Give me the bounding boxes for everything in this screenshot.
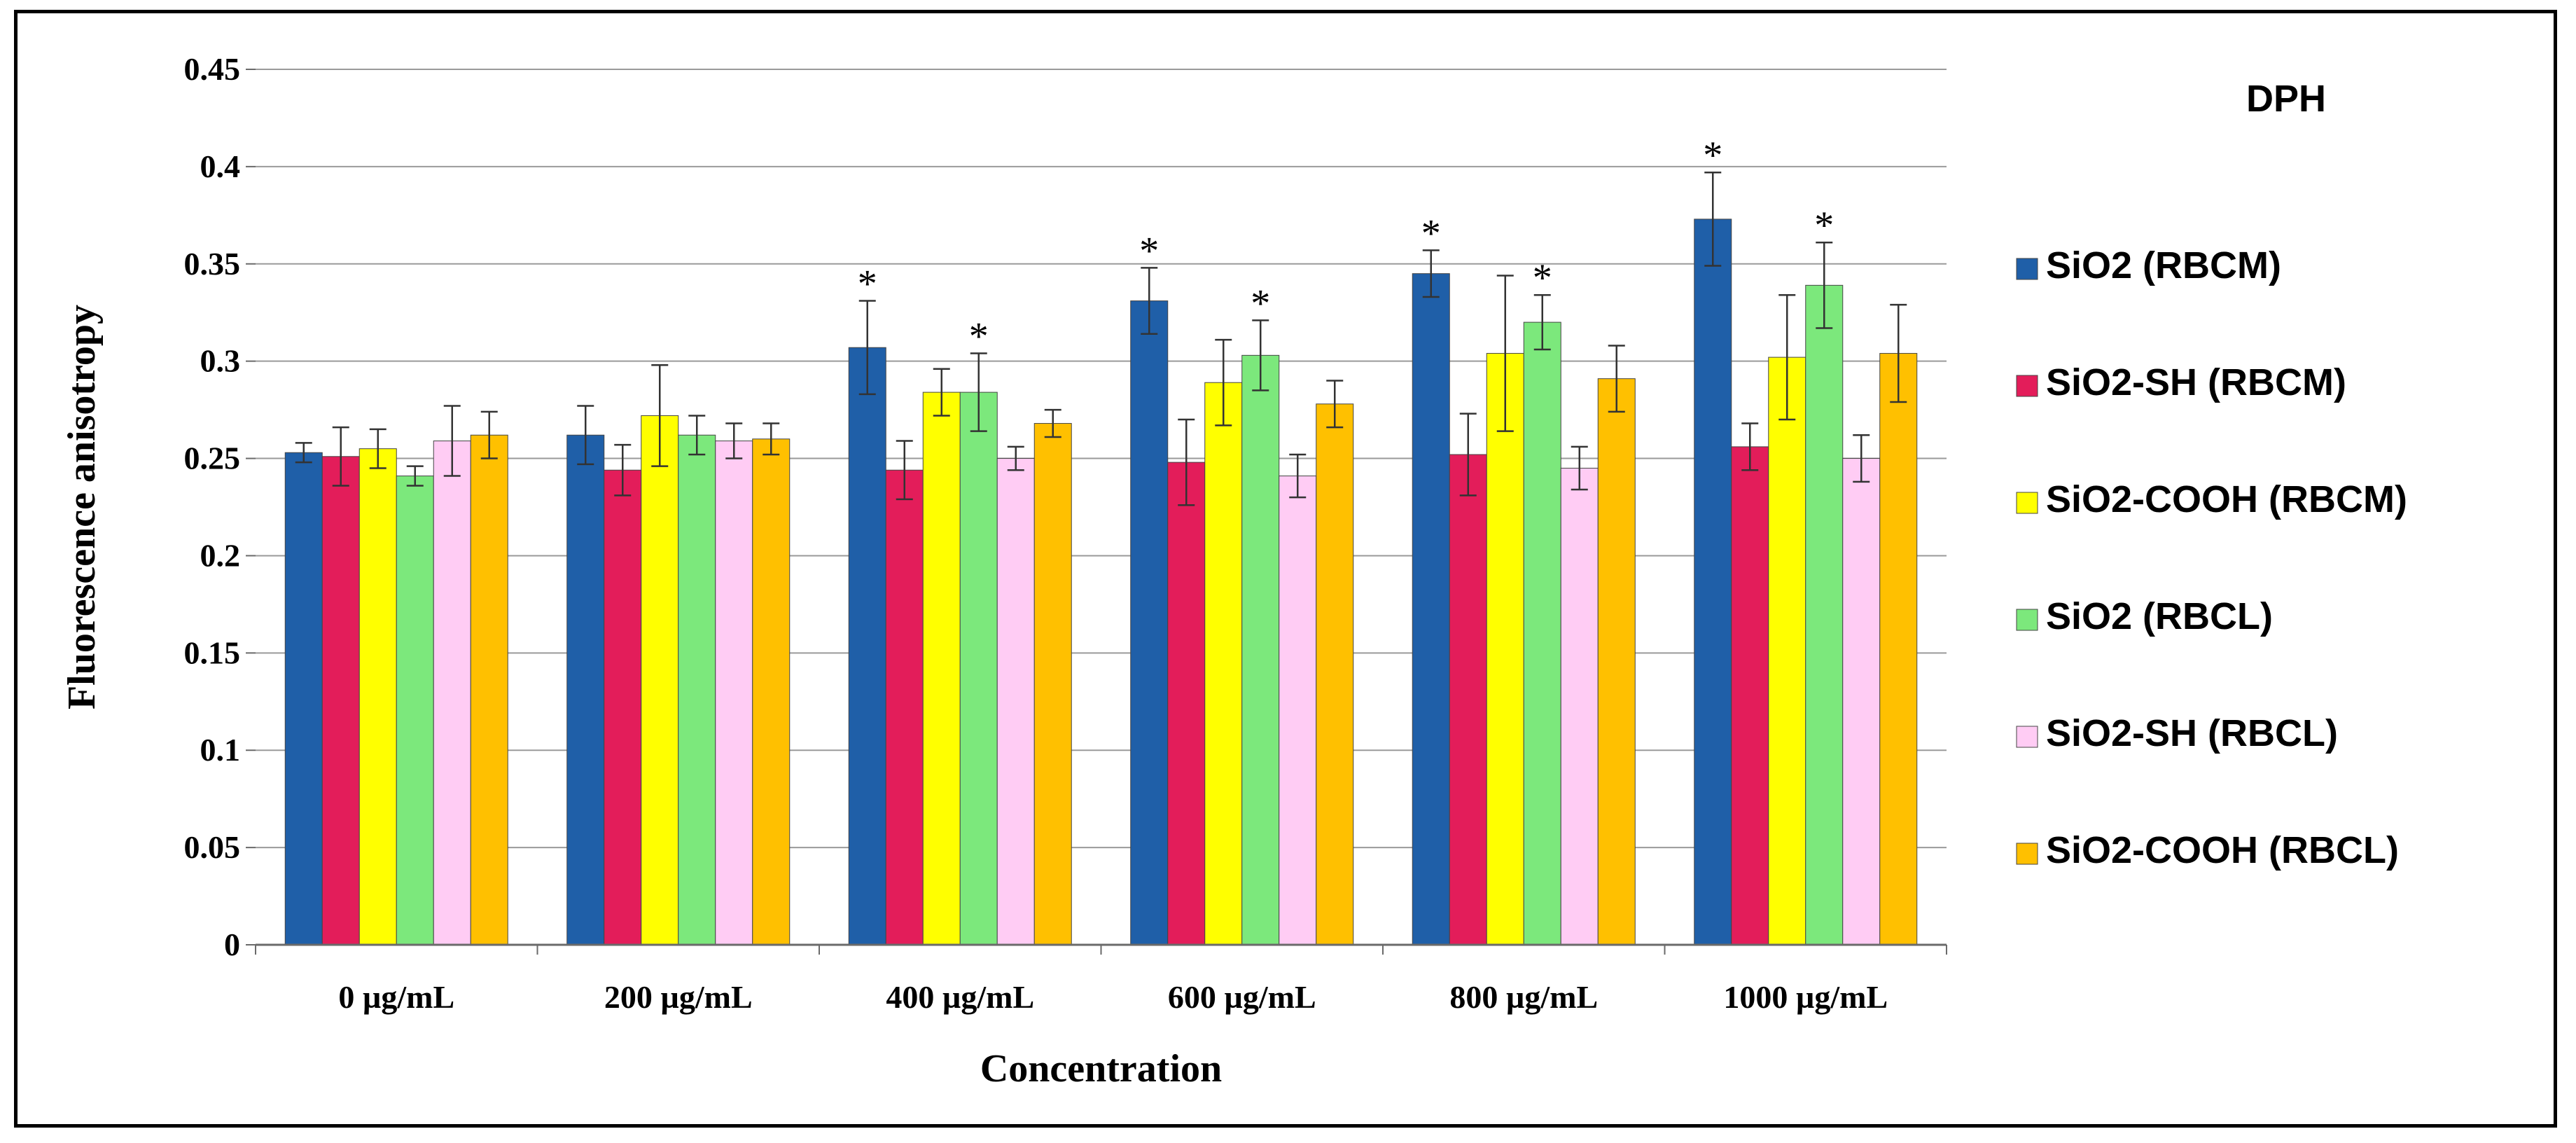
bar bbox=[1879, 353, 1918, 945]
bar bbox=[715, 441, 753, 945]
bar bbox=[1842, 458, 1881, 945]
bar bbox=[1560, 467, 1599, 945]
y-tick-label: 0.2 bbox=[200, 537, 241, 573]
bar bbox=[284, 452, 323, 945]
bar bbox=[1167, 462, 1206, 945]
bar bbox=[1768, 356, 1806, 945]
bar bbox=[566, 434, 605, 945]
bar bbox=[321, 456, 360, 945]
chart-frame: * * * * * * * * 0 0.05 0.1 0.15 0.2 0.25 0.3 0.35 0.4 0.… bbox=[14, 10, 2557, 1128]
legend-swatch bbox=[2016, 726, 2038, 748]
y-tick-label: 0.1 bbox=[200, 732, 241, 768]
bar bbox=[922, 392, 961, 945]
legend-swatch bbox=[2016, 609, 2038, 631]
x-tick-label: 800 µg/mL bbox=[1449, 979, 1598, 1015]
legend-label: SiO2 (RBCL) bbox=[2046, 595, 2273, 637]
significance-star: * bbox=[858, 263, 877, 306]
x-tick-label: 0 µg/mL bbox=[338, 979, 454, 1015]
legend-label: SiO2-SH (RBCM) bbox=[2046, 361, 2346, 403]
x-axis-title: Concentration bbox=[980, 1047, 1222, 1090]
y-tick-label: 0.4 bbox=[200, 148, 241, 184]
legend-label: SiO2-COOH (RBCL) bbox=[2046, 829, 2399, 871]
bar bbox=[604, 469, 642, 945]
bar bbox=[1033, 423, 1072, 945]
bar bbox=[1486, 353, 1524, 945]
bar bbox=[1316, 403, 1354, 945]
legend-title: DPH bbox=[2246, 78, 2326, 120]
x-tick-label: 400 µg/mL bbox=[886, 979, 1034, 1015]
x-tick-label: 1000 µg/mL bbox=[1723, 979, 1888, 1015]
legend-swatch bbox=[2016, 258, 2038, 280]
y-tick-label: 0.05 bbox=[184, 829, 241, 865]
significance-star: * bbox=[1814, 204, 1834, 247]
legend-label: SiO2-SH (RBCL) bbox=[2046, 712, 2338, 754]
y-tick-label: 0 bbox=[224, 927, 240, 962]
bar bbox=[1130, 300, 1169, 945]
gridlines bbox=[246, 69, 1947, 955]
x-tick-label: 200 µg/mL bbox=[604, 979, 753, 1015]
legend-swatch bbox=[2016, 843, 2038, 865]
y-axis-ticks: 0 0.05 0.1 0.15 0.2 0.25 0.3 0.35 0.4 0.45 bbox=[184, 51, 241, 962]
bar bbox=[1412, 273, 1450, 945]
bar bbox=[1597, 378, 1636, 945]
y-axis-title: Fluorescence anisotropy bbox=[60, 305, 104, 709]
x-tick-label: 600 µg/mL bbox=[1168, 979, 1316, 1015]
significance-star: * bbox=[1251, 282, 1270, 325]
bar-chart: * * * * * * * * 0 0.05 0.1 0.15 0.2 0.25 0.3 0.35 0.4 0.… bbox=[60, 51, 2407, 1090]
y-tick-label: 0.35 bbox=[184, 246, 241, 282]
bar bbox=[358, 448, 397, 945]
legend: SiO2 (RBCM) SiO2-SH (RBCM) SiO2-COOH (RBCM… bbox=[2016, 244, 2407, 871]
significance-star: * bbox=[1703, 134, 1722, 177]
bar bbox=[1449, 454, 1487, 945]
bar bbox=[1694, 219, 1732, 945]
legend-label: SiO2-COOH (RBCM) bbox=[2046, 478, 2407, 520]
bar bbox=[752, 438, 791, 945]
legend-swatch bbox=[2016, 492, 2038, 514]
y-tick-label: 0.3 bbox=[200, 343, 241, 379]
y-tick-label: 0.15 bbox=[184, 635, 241, 670]
bar bbox=[1805, 284, 1844, 945]
bar bbox=[1204, 382, 1243, 945]
bar bbox=[641, 415, 679, 945]
bar bbox=[1279, 476, 1317, 945]
bar bbox=[396, 476, 434, 945]
bar bbox=[1731, 446, 1769, 945]
significance-star: * bbox=[1421, 212, 1441, 255]
bar bbox=[959, 392, 998, 945]
legend-label: SiO2 (RBCM) bbox=[2046, 244, 2281, 286]
significance-star: * bbox=[1533, 256, 1552, 300]
bar bbox=[1523, 321, 1561, 945]
x-axis-ticks: 0 µg/mL 200 µg/mL 400 µg/mL 600 µg/mL 800 µg… bbox=[338, 979, 1888, 1015]
significance-star: * bbox=[969, 315, 989, 359]
bars-layer bbox=[284, 219, 1918, 945]
error-bars-layer bbox=[295, 171, 1907, 506]
bar bbox=[433, 441, 471, 945]
y-tick-label: 0.25 bbox=[184, 441, 241, 476]
y-tick-label: 0.45 bbox=[184, 51, 241, 87]
bar bbox=[885, 469, 924, 945]
bar bbox=[678, 434, 716, 945]
significance-layer: * * * * * * * * bbox=[858, 134, 1834, 358]
bar bbox=[848, 347, 886, 945]
bar bbox=[1241, 354, 1280, 945]
legend-swatch bbox=[2016, 375, 2038, 397]
bar bbox=[470, 434, 508, 945]
significance-star: * bbox=[1139, 229, 1159, 272]
bar bbox=[996, 458, 1035, 945]
